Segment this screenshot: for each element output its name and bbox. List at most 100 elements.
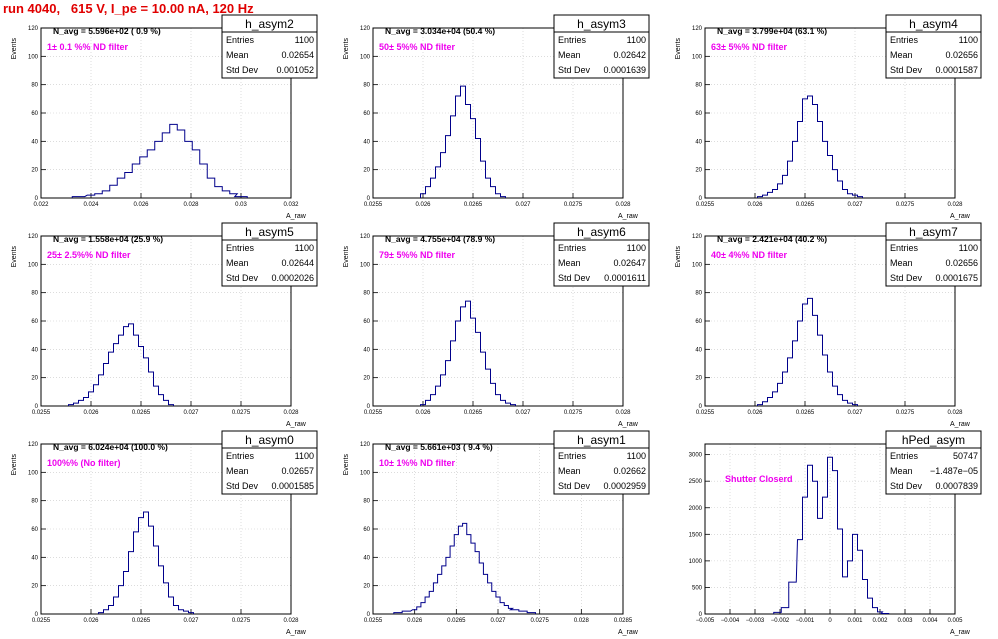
stat-value-mean: 0.02656 <box>945 258 978 268</box>
histogram-bin <box>523 611 524 614</box>
y-tick-label: 0 <box>35 612 39 618</box>
histogram-bin <box>775 392 776 406</box>
x-tick-label: 0.026 <box>747 410 763 416</box>
stat-value-entries: 1100 <box>295 243 314 253</box>
histogram-bin <box>136 164 137 198</box>
y-tick-label: 0 <box>367 196 371 202</box>
filter-note: 25± 2.5%% ND filter <box>47 250 131 260</box>
histogram-bin <box>800 540 801 614</box>
stat-label-entries: Entries <box>890 243 919 253</box>
histogram-bin <box>777 612 778 614</box>
histogram-bin <box>800 122 801 199</box>
y-tick-label: 40 <box>695 139 702 145</box>
histogram-bin <box>98 194 99 198</box>
histogram-bin <box>173 124 174 198</box>
x-tick-label: 0.028 <box>947 202 963 208</box>
histogram-bin <box>439 574 440 614</box>
x-tick-label: 0.005 <box>947 618 963 624</box>
x-tick-label: 0.024 <box>83 202 99 208</box>
x-tick-label: −0.004 <box>721 618 740 624</box>
histogram-name: h_asym1 <box>577 433 626 447</box>
x-tick-label: −0.001 <box>796 618 815 624</box>
x-tick-label: 0.026 <box>133 202 149 208</box>
histogram-bin <box>795 141 796 198</box>
histogram-bin <box>453 116 454 198</box>
histogram-bin <box>503 197 504 198</box>
histogram-panel-hPed_asym: −0.005 −0.004 −0.003 −0.002 −0.001 0 0.001 0.00… <box>664 430 996 639</box>
x-tick-label: 0.0275 <box>564 410 583 416</box>
histogram-svg: 0.0255 0.026 0.0265 0.027 0.0275 0.028 0 20 40 60… <box>343 222 650 428</box>
histogram-bin <box>463 86 464 198</box>
x-tick-label: 0.0285 <box>614 618 633 624</box>
histogram-bin <box>805 497 806 614</box>
histogram-bin <box>464 523 465 614</box>
x-tick-label: 0.026 <box>415 410 431 416</box>
histogram-bin <box>443 566 444 614</box>
y-tick-label: 120 <box>28 442 39 448</box>
histogram-bin <box>835 386 836 406</box>
histogram-bin <box>156 546 157 614</box>
filter-note: Shutter Closerd <box>725 474 793 484</box>
y-axis-label: Events <box>11 454 18 476</box>
histogram-bin <box>106 364 107 407</box>
y-tick-label: 0 <box>367 612 371 618</box>
stat-label-mean: Mean <box>558 466 581 476</box>
histogram-bin <box>855 405 856 406</box>
x-tick-label: 0.027 <box>183 410 199 416</box>
histogram-bin <box>106 610 107 614</box>
histogram-bin <box>161 566 162 614</box>
y-tick-label: 60 <box>363 319 370 325</box>
y-tick-label: 20 <box>31 376 38 382</box>
histogram-bin <box>775 190 776 199</box>
histogram-bin <box>91 392 92 406</box>
stat-label-entries: Entries <box>226 451 255 461</box>
histogram-bin <box>510 608 511 614</box>
x-tick-label: 0.028 <box>615 202 631 208</box>
histogram-bin <box>226 191 227 198</box>
histogram-bin <box>406 611 407 614</box>
histogram-name: h_asym5 <box>245 225 294 239</box>
histogram-bin <box>146 358 147 406</box>
x-tick-label: 0.022 <box>33 202 49 208</box>
histogram-bin <box>760 405 761 406</box>
histogram-bin <box>78 197 79 198</box>
histogram-bin <box>136 335 137 406</box>
histogram-bin <box>161 395 162 406</box>
histogram-svg: 0.022 0.024 0.026 0.028 0.03 0.032 0 20 40 60 80 10… <box>11 14 318 220</box>
n-avg-label: N_avg = 3.034e+04 (50.4 %) <box>385 26 495 36</box>
stat-label-mean: Mean <box>226 258 249 268</box>
x-axis-label: A_raw <box>950 213 971 220</box>
histogram-bin <box>141 518 142 614</box>
stat-label-mean: Mean <box>890 258 913 268</box>
x-tick-label: 0.026 <box>407 618 423 624</box>
stat-value-mean: 0.02642 <box>613 50 646 60</box>
histogram-bin <box>493 383 494 406</box>
histogram-line <box>420 300 516 406</box>
stat-label-std: Std Dev <box>226 481 259 491</box>
y-axis-label: Events <box>675 38 682 60</box>
x-tick-label: 0.002 <box>872 618 888 624</box>
histogram-bin <box>875 608 876 614</box>
filter-note: 10± 1%% ND filter <box>379 458 455 468</box>
histogram-bin <box>196 150 197 198</box>
histogram-bin <box>493 187 494 198</box>
stat-label-std: Std Dev <box>226 273 259 283</box>
histogram-bin <box>136 532 137 614</box>
histogram-bin <box>151 372 152 406</box>
histogram-bin <box>166 400 167 406</box>
y-tick-label: 20 <box>363 168 370 174</box>
histogram-bin <box>181 130 182 198</box>
x-tick-label: 0.027 <box>515 410 531 416</box>
histogram-line <box>393 522 536 614</box>
y-tick-label: 60 <box>363 527 370 533</box>
histogram-bin <box>780 383 781 406</box>
histogram-bin <box>431 591 432 614</box>
n-avg-label: N_avg = 5.596e+02 ( 0.9 %) <box>53 26 161 36</box>
histogram-bin <box>91 195 92 198</box>
stat-label-std: Std Dev <box>558 273 591 283</box>
y-tick-label: 80 <box>363 83 370 89</box>
stat-value-entries: 50747 <box>953 451 978 461</box>
histogram-bin <box>166 133 167 198</box>
x-tick-label: 0.0255 <box>696 202 715 208</box>
stat-label-entries: Entries <box>890 35 919 45</box>
